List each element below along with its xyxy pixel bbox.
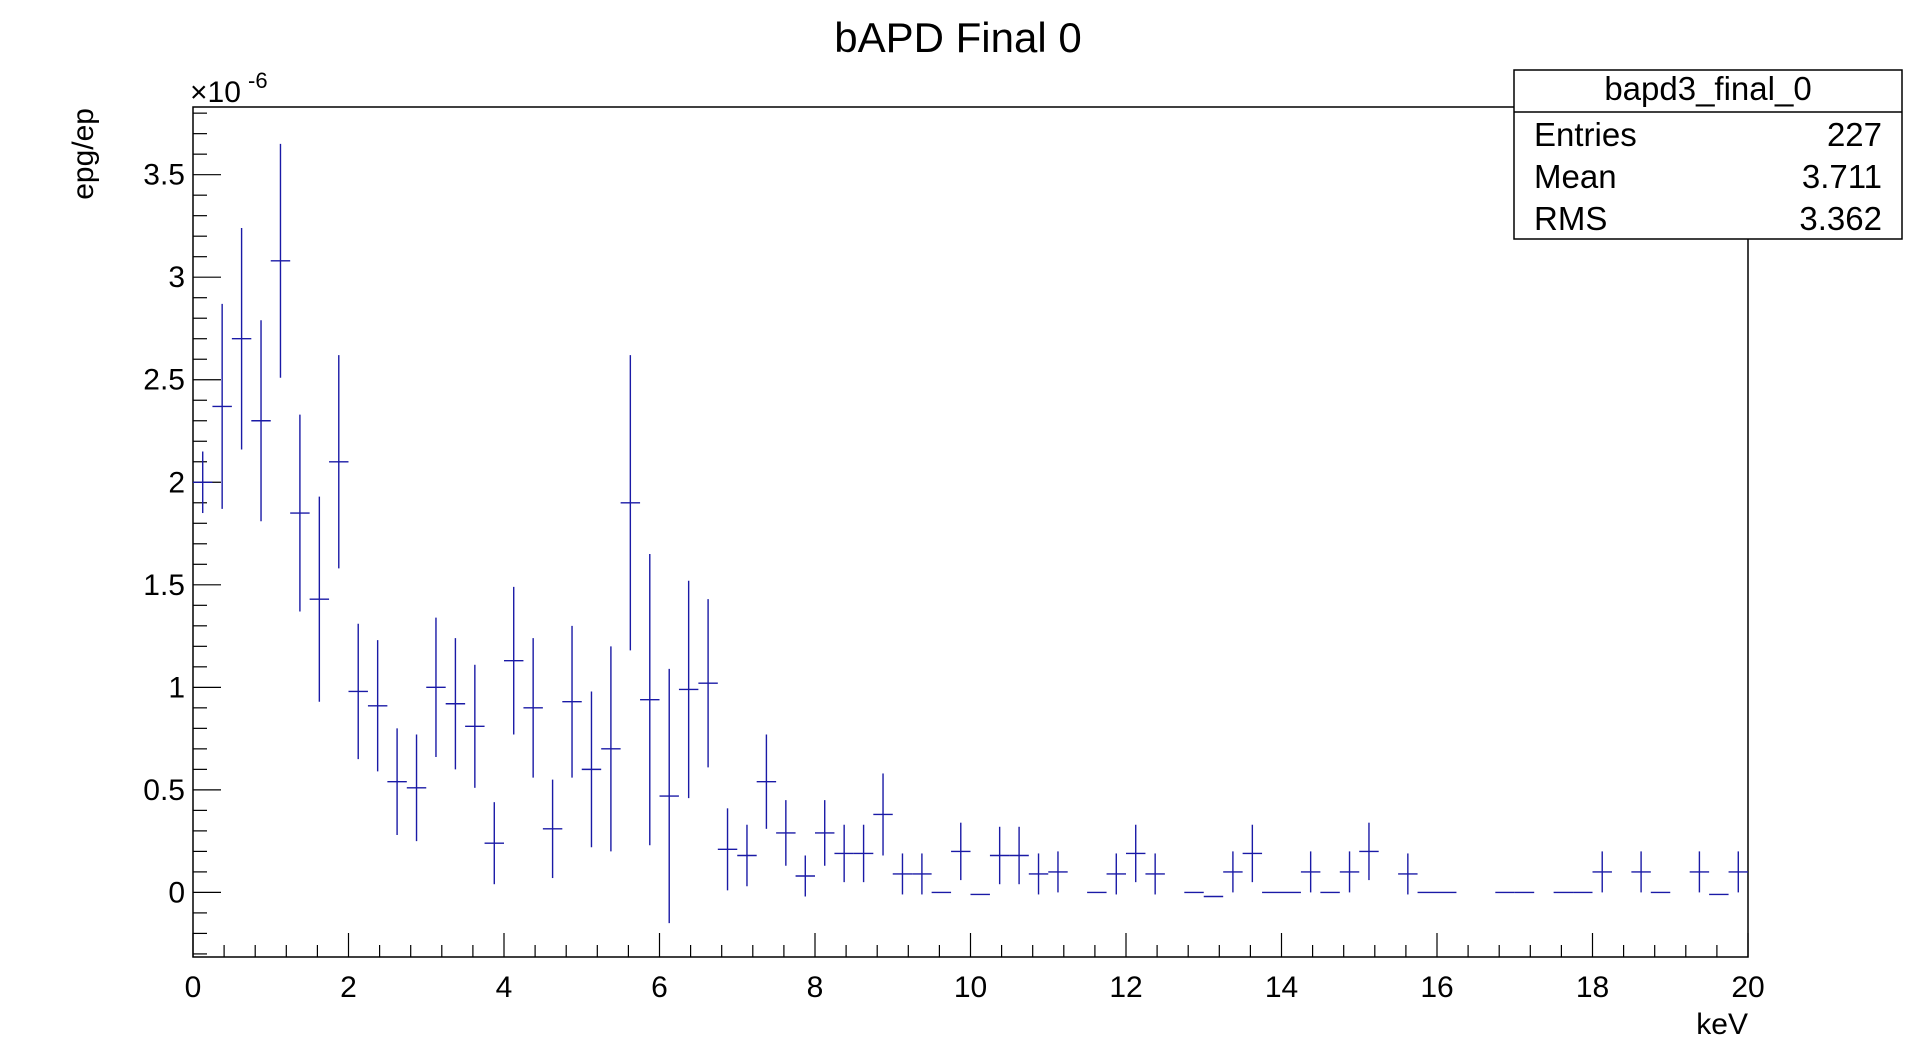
data-point — [776, 800, 796, 866]
x-tick-label: 12 — [1109, 971, 1142, 1004]
stats-entries-label: Entries — [1534, 116, 1637, 153]
data-point — [815, 800, 835, 866]
data-point — [1242, 824, 1263, 883]
data-point — [678, 580, 699, 799]
y-tick-label: 0 — [168, 876, 185, 909]
data-point — [951, 822, 971, 881]
x-tick-label: 20 — [1731, 971, 1764, 1004]
x-axis-ticks: 0 2 4 6 8 10 12 14 16 18 20 — [185, 933, 1765, 1004]
data-point — [290, 414, 310, 612]
data-point — [484, 802, 504, 885]
data-point — [1592, 851, 1612, 893]
y-tick-label: 0.5 — [143, 774, 185, 807]
y-tick-label: 2.5 — [143, 364, 185, 397]
data-point — [348, 623, 368, 760]
data-point — [873, 773, 893, 856]
data-point — [270, 143, 291, 378]
data-point — [367, 640, 388, 772]
x-tick-label: 4 — [496, 971, 513, 1004]
chart-title: bAPD Final 0 — [834, 14, 1081, 61]
x-tick-label: 18 — [1576, 971, 1609, 1004]
y-axis-ticks: 0 0.5 1 1.5 2 2.5 3 3.5 — [143, 112, 221, 955]
stats-rms-label: RMS — [1534, 200, 1607, 237]
data-point — [406, 734, 427, 842]
data-point — [1106, 853, 1126, 895]
data-point — [834, 824, 854, 883]
stats-box-title: bapd3_final_0 — [1604, 70, 1811, 107]
data-point — [329, 355, 349, 569]
data-point — [795, 855, 815, 897]
data-point — [231, 227, 252, 450]
data-point — [445, 638, 466, 770]
x-tick-label: 14 — [1265, 971, 1298, 1004]
data-point — [1631, 851, 1651, 893]
data-point — [193, 451, 213, 514]
data-point — [1223, 851, 1243, 893]
x-tick-label: 10 — [954, 971, 987, 1004]
stats-mean-value: 3.711 — [1802, 158, 1882, 195]
data-point — [737, 824, 757, 887]
stats-box-frame — [1513, 69, 1903, 240]
data-point — [640, 554, 660, 846]
stats-entries-value: 227 — [1827, 116, 1882, 153]
y-tick-label: 1.5 — [143, 569, 185, 602]
data-point — [620, 355, 641, 651]
data-point — [756, 734, 777, 829]
stats-rms-value: 3.362 — [1799, 200, 1882, 237]
data-point — [523, 638, 543, 778]
data-point — [853, 824, 874, 883]
y-tick-label: 3 — [168, 261, 185, 294]
data-point — [212, 303, 232, 509]
data-point — [562, 625, 582, 778]
data-point — [542, 779, 563, 879]
data-point — [1009, 826, 1029, 885]
data-point — [504, 586, 524, 735]
data-point — [387, 728, 407, 835]
x-tick-label: 0 — [185, 971, 202, 1004]
data-point — [892, 853, 913, 895]
data-point — [251, 320, 271, 522]
data-point — [1728, 851, 1748, 893]
data-point — [1339, 851, 1360, 893]
y-tick-label: 3.5 — [143, 159, 185, 192]
stats-box: bapd3_final_0 Entries 227 Mean 3.711 RMS… — [1513, 69, 1903, 240]
data-points — [193, 143, 1748, 924]
data-point — [1048, 851, 1068, 893]
data-point — [309, 496, 330, 702]
data-point — [426, 617, 446, 758]
data-point — [659, 668, 679, 924]
stats-mean-label: Mean — [1534, 158, 1617, 195]
y-exponent-base: ×10 — [190, 76, 241, 109]
x-axis-label: keV — [1696, 1008, 1748, 1041]
y-axis-label: epg/ep — [67, 108, 100, 200]
data-point — [698, 599, 718, 768]
data-point — [465, 664, 485, 788]
y-exponent-power: -6 — [248, 68, 268, 93]
data-point — [1145, 853, 1165, 895]
y-tick-label: 2 — [168, 466, 185, 499]
data-point — [1028, 853, 1049, 895]
data-point — [1300, 851, 1321, 893]
y-exponent: ×10 -6 — [190, 68, 268, 109]
data-point — [1126, 824, 1146, 883]
y-tick-label: 1 — [168, 671, 185, 704]
x-tick-label: 16 — [1420, 971, 1453, 1004]
x-tick-label: 2 — [340, 971, 357, 1004]
x-tick-label: 6 — [651, 971, 668, 1004]
data-point — [717, 808, 738, 891]
data-point — [601, 646, 621, 852]
data-point — [1359, 822, 1379, 881]
data-point — [1398, 853, 1418, 895]
data-point — [581, 691, 602, 848]
data-point — [989, 826, 1010, 885]
data-point — [1689, 851, 1710, 893]
x-tick-label: 8 — [807, 971, 824, 1004]
data-point — [912, 853, 932, 895]
